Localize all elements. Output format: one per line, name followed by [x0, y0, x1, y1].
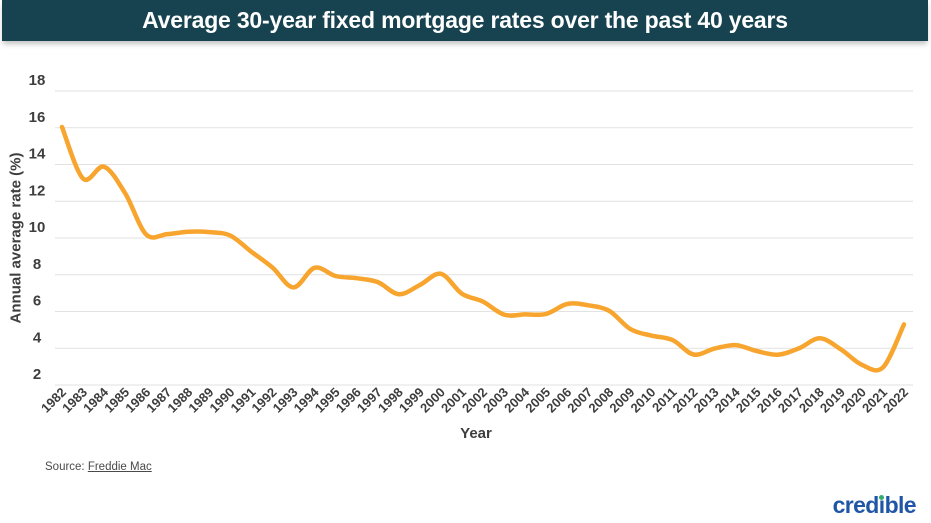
logo-pre: cred — [832, 492, 880, 518]
y-tick-label: 12 — [29, 182, 46, 199]
logo-i-green-dot: i — [878, 492, 885, 518]
source-prefix: Source: — [45, 461, 88, 473]
source-label: Source: Freddie Mac — [45, 461, 152, 473]
rate-line — [59, 124, 907, 373]
y-axis-title: Annual average rate (%) — [7, 152, 25, 324]
chart-header-bar: Average 30-year fixed mortgage rates ove… — [2, 0, 928, 41]
y-tick-label: 10 — [29, 219, 46, 236]
x-tick-label: 2022 — [880, 385, 911, 416]
x-axis-title: Year — [460, 425, 492, 442]
chart-title: Average 30-year fixed mortgage rates ove… — [142, 7, 788, 33]
source-link[interactable]: Freddie Mac — [87, 461, 152, 473]
y-tick-label: 8 — [33, 256, 41, 273]
y-tick-label: 14 — [29, 146, 46, 163]
y-tick-label: 4 — [33, 329, 42, 346]
y-tick-label: 2 — [33, 366, 41, 383]
logo-post: ble — [884, 492, 917, 518]
y-tick-label: 18 — [29, 72, 46, 89]
y-tick-label: 6 — [33, 293, 41, 310]
y-tick-label: 16 — [29, 109, 46, 126]
credible-logo[interactable]: credible — [832, 492, 917, 519]
